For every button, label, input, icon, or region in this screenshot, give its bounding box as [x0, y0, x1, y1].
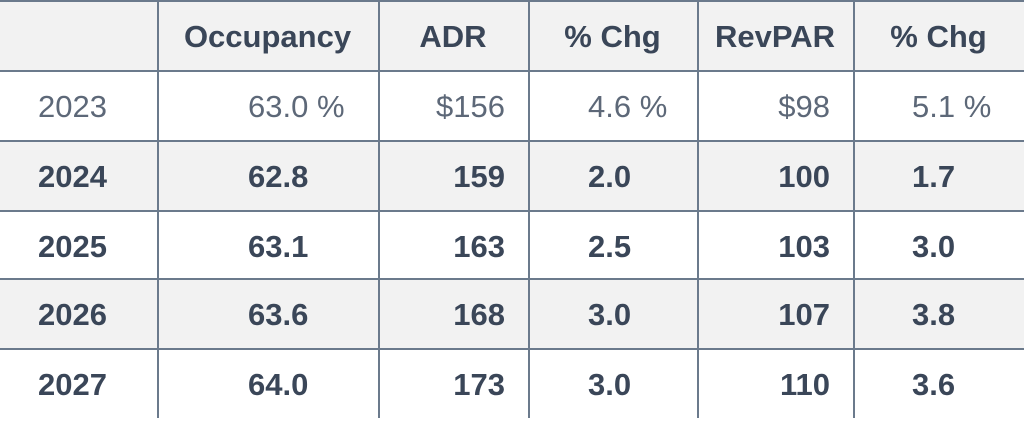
column-border [697, 0, 699, 418]
header-cell: % Chg [890, 19, 987, 54]
row-border [0, 348, 1024, 350]
header-cell: Occupancy [183, 19, 352, 54]
table-cell: $156 [436, 89, 505, 124]
table-cell: 103 [778, 229, 830, 264]
table-cell: 2024 [38, 159, 107, 194]
row-background [0, 140, 1024, 210]
table-cell: 3.0 [912, 229, 956, 264]
row-border [0, 278, 1024, 280]
column-border [157, 0, 159, 418]
header-cell: ADR [419, 19, 487, 54]
table-cell: 107 [778, 297, 830, 332]
header-cell: RevPAR [714, 19, 836, 54]
table-cell: 2.5 [588, 229, 632, 264]
table-cell: 5.1 % [912, 89, 992, 124]
table-cell: 3.0 [588, 297, 632, 332]
column-border [378, 0, 380, 418]
table-cell: 62.8 [248, 159, 309, 194]
table-cell: 3.0 [588, 367, 632, 402]
table-cell: 63.1 [248, 229, 309, 264]
table-cell: 100 [778, 159, 830, 194]
table-cell: 2025 [38, 229, 107, 264]
table-cell: 63.6 [248, 297, 309, 332]
table-cell: 3.6 [912, 367, 956, 402]
column-border [853, 0, 855, 418]
table-cell: $98 [778, 89, 830, 124]
table-cell: 2026 [38, 297, 107, 332]
header-cell: % Chg [564, 19, 661, 54]
table-cell: 1.7 [912, 159, 956, 194]
table-cell: 63.0 % [248, 89, 345, 124]
table-cell: 64.0 [248, 367, 309, 402]
row-border [0, 0, 1024, 2]
row-background [0, 278, 1024, 348]
row-border [0, 210, 1024, 212]
table-cell: 2027 [38, 367, 107, 402]
table-cell: 163 [453, 229, 505, 264]
table-cell: 3.8 [912, 297, 956, 332]
row-border [0, 70, 1024, 72]
table-cell: 110 [779, 367, 830, 402]
table-cell: 4.6 % [588, 89, 668, 124]
table-cell: 173 [453, 367, 505, 402]
table-cell: 159 [453, 159, 505, 194]
column-border [528, 0, 530, 418]
row-border [0, 140, 1024, 142]
table-cell: 2023 [38, 89, 107, 124]
table-cell: 2.0 [588, 159, 632, 194]
table-cell: 168 [453, 297, 505, 332]
